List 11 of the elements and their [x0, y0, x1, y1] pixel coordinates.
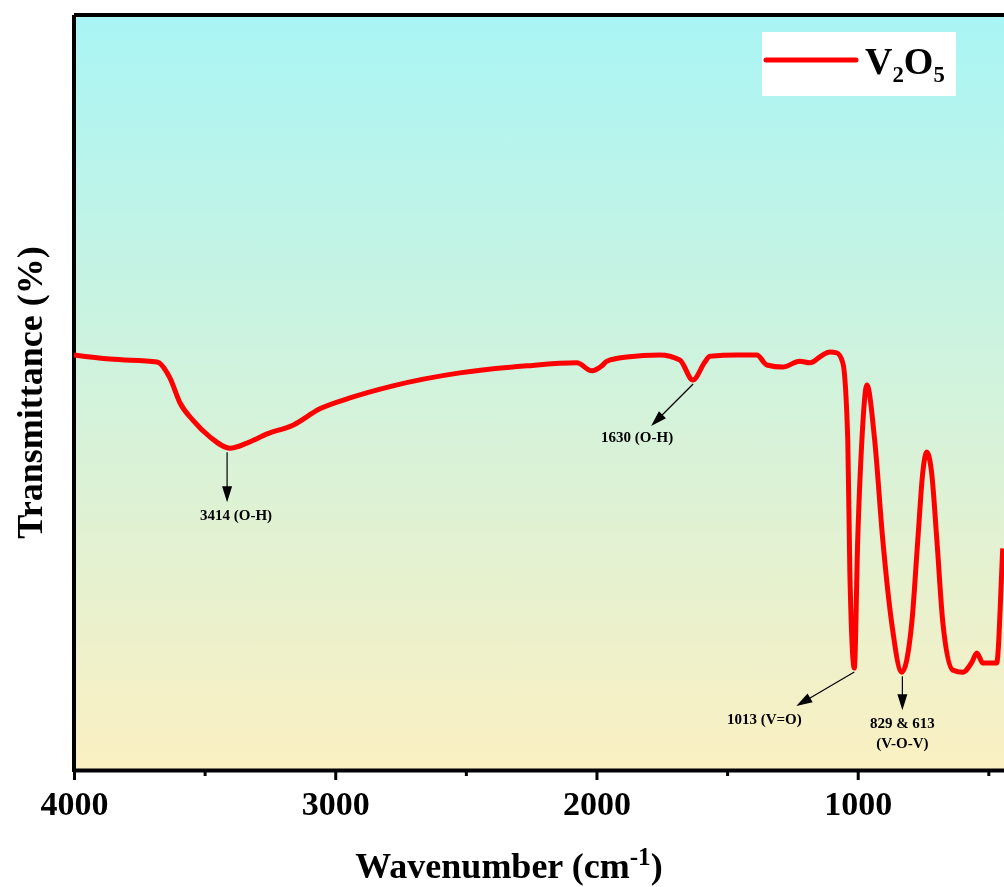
annotation: 1013 (V=O) — [726, 711, 802, 729]
x-tick-label: 2000 — [562, 785, 631, 822]
y-axis-title: Transmittance (%) — [10, 246, 50, 539]
annotation: 1630 (O-H) — [601, 429, 674, 447]
annotation: 3414 (O-H) — [200, 507, 273, 525]
legend-label: V₂O₅ — [865, 40, 945, 82]
x-tick-label: 4000 — [40, 785, 109, 822]
x-tick-label: 1000 — [824, 785, 893, 822]
x-axis-title: Wavenumber (cm$^{-1}$) — [355, 842, 663, 886]
x-tick-label: 3000 — [301, 785, 370, 822]
annotation: 829 & 613 (V-O-V) — [869, 715, 935, 752]
